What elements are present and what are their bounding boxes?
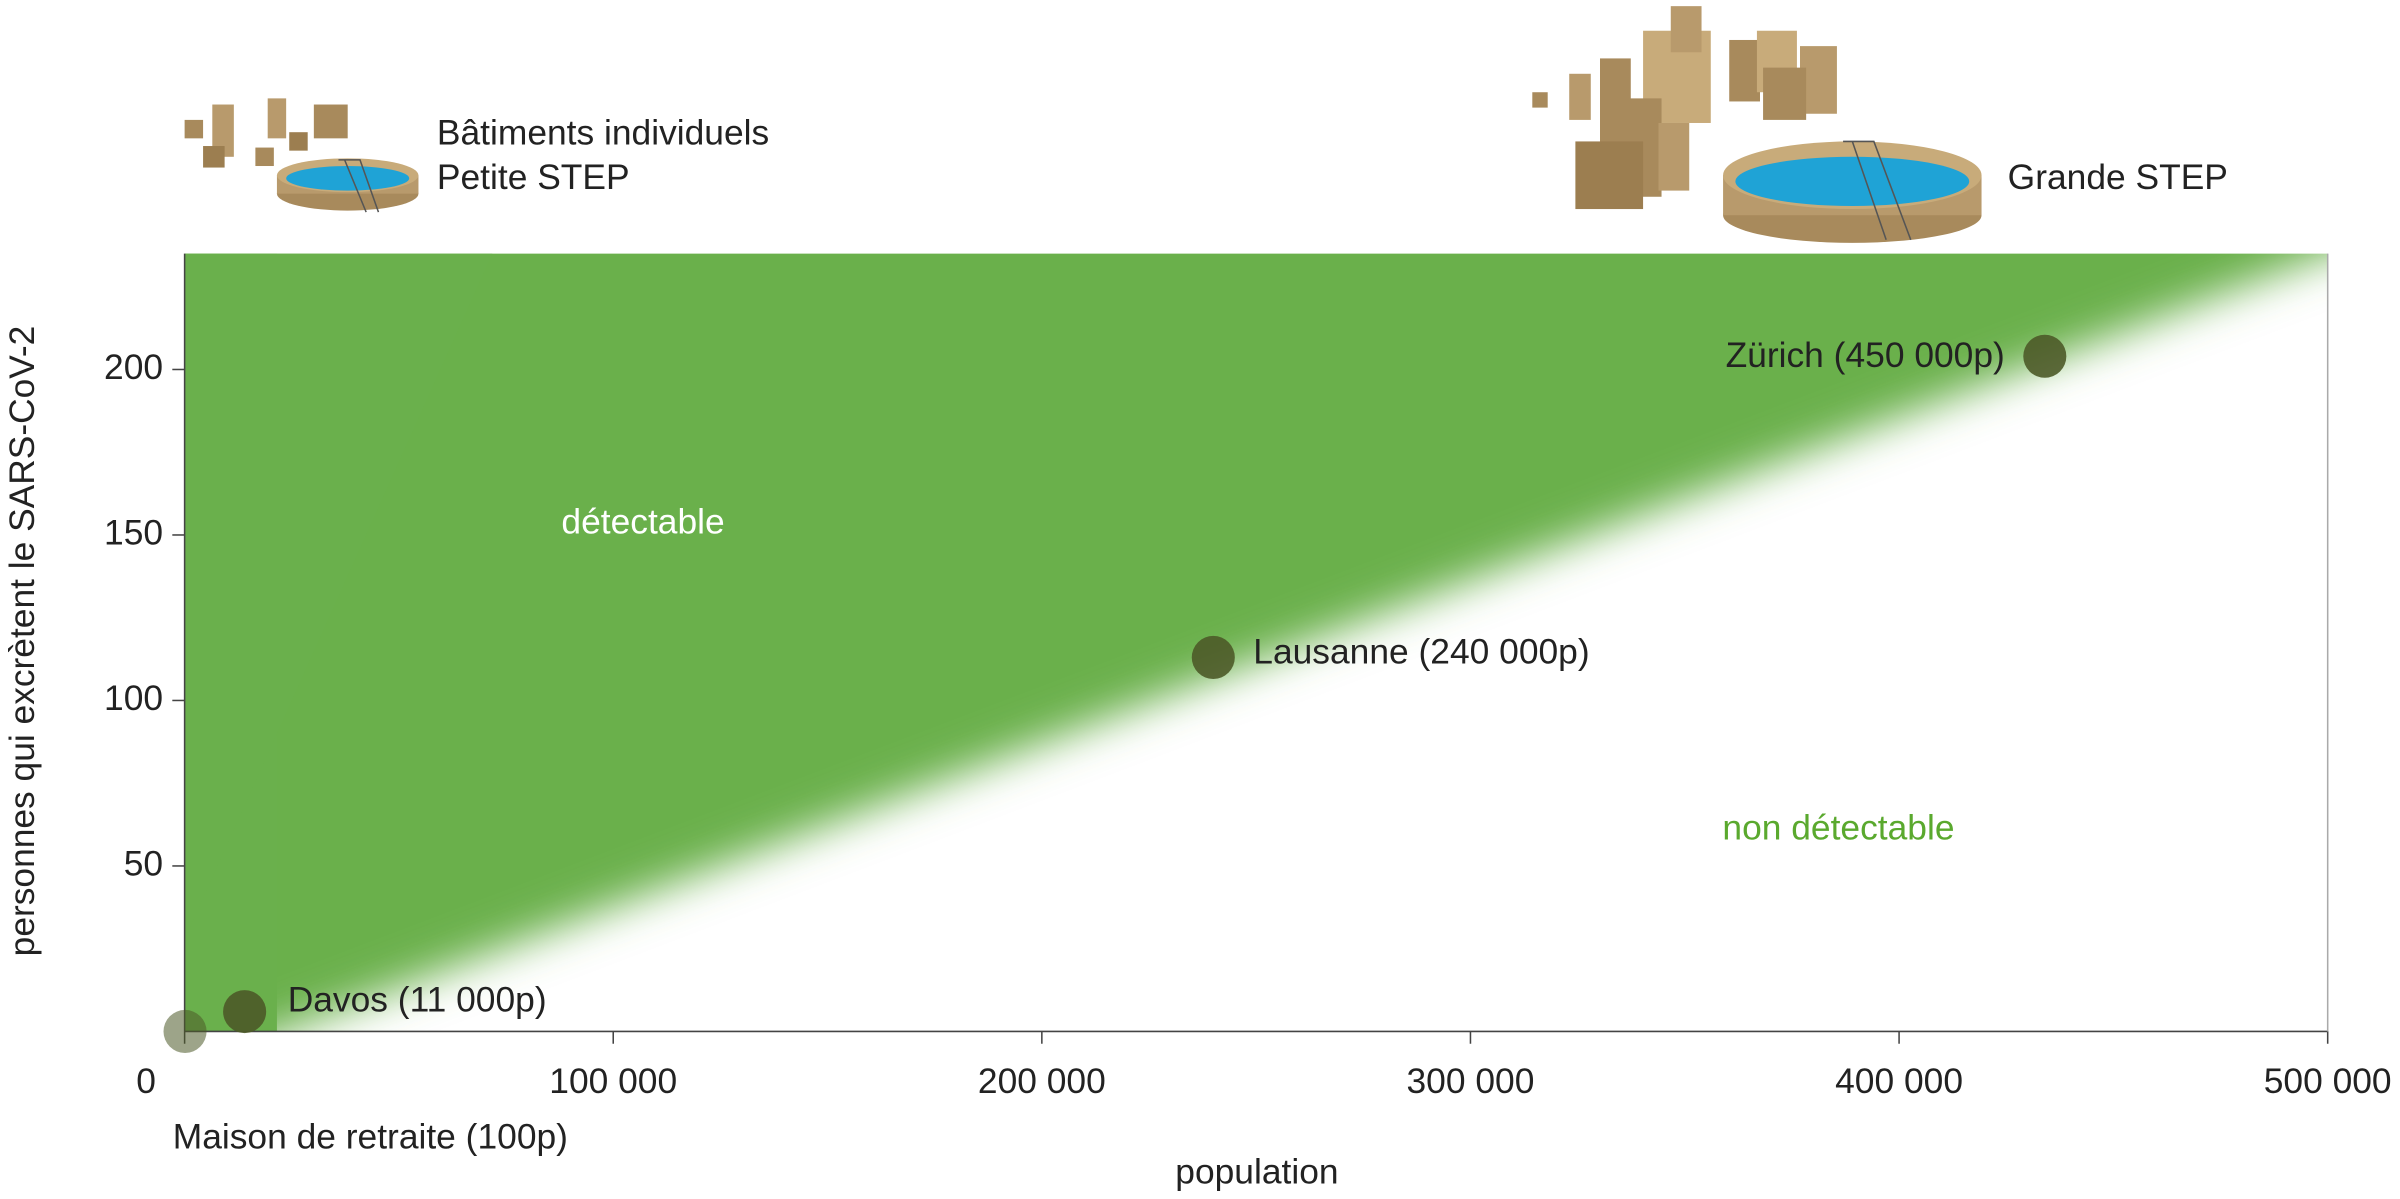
detectable-region-core: [184, 253, 493, 940]
region-label: détectable: [561, 503, 724, 542]
point-label: Lausanne (240 000p): [1253, 633, 1589, 672]
point-label: Maison de retraite (100p): [173, 1117, 568, 1156]
point-label: Davos (11 000p): [288, 981, 547, 1020]
y-tick-label: 50: [124, 844, 163, 883]
x-tick-label: 400 000: [1835, 1062, 1963, 1101]
region-label: non détectable: [1722, 808, 1954, 847]
x-tick-label: 0: [136, 1062, 156, 1101]
icon-label: Petite STEP: [437, 158, 630, 197]
icon-label: Grande STEP: [2008, 158, 2228, 197]
point-label: Zürich (450 000p): [1726, 336, 2005, 375]
data-point: [223, 990, 267, 1034]
y-tick-label: 200: [104, 348, 163, 387]
x-tick-label: 100 000: [549, 1062, 677, 1101]
data-point: [163, 1009, 207, 1053]
x-axis-label: population: [1175, 1153, 1338, 1192]
data-point: [2023, 334, 2067, 378]
icon-large: [1532, 6, 1982, 243]
y-axis-label: personnes qui excrètent le SARS-CoV-2: [3, 326, 42, 957]
icon-label: Bâtiments individuels: [437, 114, 769, 153]
region-group: [184, 253, 2328, 1032]
x-tick-label: 300 000: [1407, 1062, 1535, 1101]
y-tick-label: 100: [104, 679, 163, 718]
x-tick-label: 200 000: [978, 1062, 1106, 1101]
icon-small: [184, 98, 419, 213]
data-point: [1191, 635, 1235, 679]
x-tick-label: 500 000: [2264, 1062, 2392, 1101]
y-tick-label: 150: [104, 513, 163, 552]
detectable-region: [184, 253, 2328, 1032]
